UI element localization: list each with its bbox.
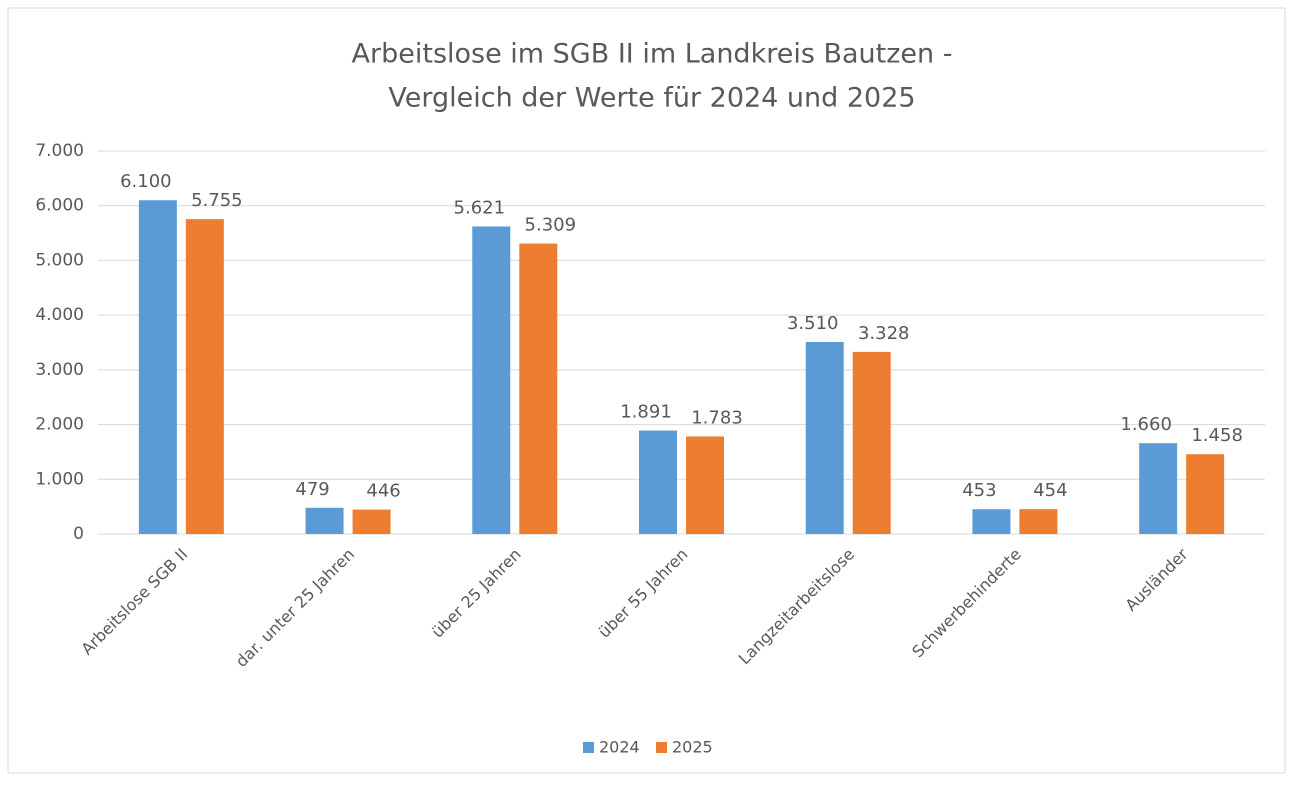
bar (185, 219, 224, 534)
value-label: 5.755 (191, 190, 243, 211)
value-label: 3.328 (858, 323, 910, 344)
y-tick-label: 7.000 (35, 141, 84, 161)
value-label: 6.100 (120, 171, 172, 192)
bar (805, 341, 844, 534)
bar (639, 430, 677, 534)
legend-label: 2024 (599, 738, 640, 757)
value-label: 454 (1033, 480, 1067, 501)
bar (519, 243, 558, 534)
y-tick-label: 0 (73, 524, 84, 544)
legend-label: 2025 (672, 738, 713, 757)
bar (852, 351, 891, 534)
legend-swatch (656, 742, 667, 753)
bar (305, 507, 344, 534)
value-label: 1.660 (1120, 414, 1172, 435)
legend-swatch (583, 742, 594, 753)
bar (472, 226, 511, 535)
value-label: 453 (962, 480, 996, 501)
value-label: 479 (295, 479, 329, 500)
bar (352, 509, 391, 534)
bar (972, 509, 1011, 534)
chart-title: Vergleich der Werte für 2024 und 2025 (388, 83, 915, 114)
bar (1139, 443, 1178, 534)
value-label: 1.458 (1191, 425, 1243, 446)
y-tick-label: 1.000 (35, 469, 84, 489)
value-label: 1.783 (691, 407, 743, 428)
bar (686, 436, 724, 534)
y-tick-label: 5.000 (35, 250, 84, 270)
bar (1019, 509, 1058, 534)
y-tick-label: 2.000 (35, 415, 84, 435)
y-tick-label: 6.000 (35, 196, 84, 216)
value-label: 3.510 (787, 313, 839, 334)
bar (138, 200, 177, 534)
value-label: 1.891 (620, 402, 672, 423)
value-label: 5.621 (454, 197, 506, 218)
value-label: 5.309 (525, 215, 577, 236)
y-tick-label: 4.000 (35, 305, 84, 325)
value-label: 446 (366, 481, 400, 502)
bar (1186, 454, 1225, 534)
y-tick-label: 3.000 (35, 360, 84, 380)
chart-title: Arbeitslose im SGB II im Landkreis Bautz… (352, 39, 953, 70)
